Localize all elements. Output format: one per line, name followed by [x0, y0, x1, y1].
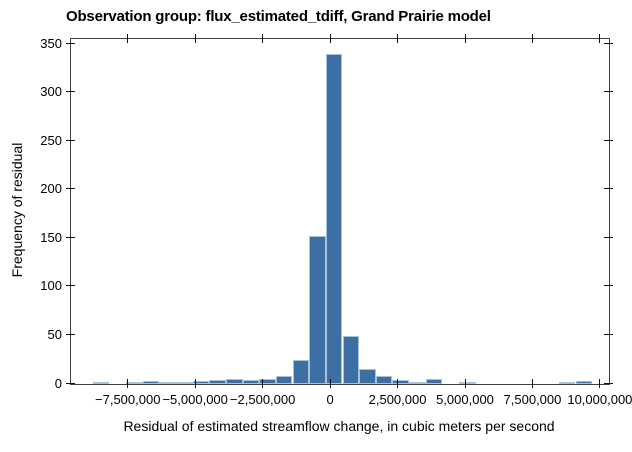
y-tick-label: 250 — [40, 132, 62, 148]
x-tick-label: 2,500,000 — [368, 392, 427, 407]
x-tick-label: −2,500,000 — [229, 392, 296, 407]
x-tick-label: −7,500,000 — [95, 392, 161, 407]
x-tick-top — [464, 33, 466, 43]
histogram-bar — [425, 379, 443, 384]
y-tick-label: 300 — [40, 84, 62, 100]
x-tick-top — [262, 33, 264, 43]
x-tick — [262, 379, 264, 389]
y-tick-label: 50 — [47, 326, 62, 342]
y-tick-right — [604, 139, 614, 141]
histogram-bar — [92, 382, 110, 384]
y-tick — [66, 188, 76, 190]
x-tick-label: 7,500,000 — [503, 392, 562, 407]
y-tick-right — [604, 188, 614, 190]
histogram-bar — [409, 382, 426, 384]
histogram-bar — [226, 379, 243, 384]
y-tick-right — [604, 91, 614, 93]
y-tick-label: 350 — [40, 35, 62, 51]
histogram-bar — [375, 376, 393, 384]
y-tick-label: 100 — [40, 278, 62, 294]
histogram-bar — [392, 380, 409, 384]
histogram-bar — [575, 381, 593, 384]
y-tick-right — [604, 334, 614, 335]
y-axis-label: Frequency of residual — [9, 142, 25, 278]
y-tick — [66, 42, 76, 44]
histogram-bar — [342, 335, 360, 384]
histogram-bar — [159, 382, 176, 384]
histogram-bar — [142, 381, 160, 384]
x-tick — [194, 379, 196, 389]
histogram-bar — [325, 54, 343, 384]
plot-area — [70, 37, 610, 385]
histogram-bar — [126, 382, 143, 384]
y-tick — [66, 285, 76, 287]
x-tick-top — [532, 33, 533, 43]
histogram-bar — [242, 380, 260, 384]
histogram-bar — [558, 382, 576, 384]
y-tick — [66, 382, 76, 384]
histogram-bar — [275, 376, 293, 384]
histogram-bar — [292, 359, 310, 384]
histogram-bar — [209, 380, 226, 384]
x-tick — [329, 379, 331, 389]
x-tick-label: 0 — [326, 392, 334, 407]
y-tick-right — [604, 382, 614, 384]
y-tick — [66, 334, 76, 335]
histogram-bar — [309, 235, 326, 384]
y-tick-label: 0 — [54, 375, 62, 391]
histogram-bar — [176, 382, 193, 384]
x-tick-top — [599, 33, 601, 43]
x-tick-top — [194, 33, 196, 43]
histogram-bar — [459, 382, 476, 384]
x-tick-top — [127, 33, 129, 43]
y-tick — [66, 91, 76, 93]
y-tick — [66, 236, 76, 238]
chart-title: Observation group: flux_estimated_tdiff,… — [66, 8, 491, 25]
x-tick — [464, 379, 466, 389]
y-tick-right — [604, 236, 614, 238]
histogram-bar — [359, 369, 376, 384]
x-tick-label: 5,000,000 — [436, 392, 494, 407]
y-tick-right — [604, 42, 614, 44]
x-tick-label: −5,000,000 — [162, 392, 228, 407]
x-tick — [599, 379, 601, 389]
x-tick — [532, 379, 533, 389]
y-tick-label: 200 — [40, 181, 62, 197]
y-tick-label: 150 — [40, 229, 62, 245]
x-tick-top — [397, 33, 398, 43]
x-tick-label: 10,000,000 — [567, 392, 632, 407]
x-tick — [127, 379, 129, 389]
x-tick-top — [329, 33, 331, 43]
x-axis-label: Residual of estimated streamflow change,… — [123, 418, 555, 434]
y-tick-right — [604, 285, 614, 287]
y-tick — [66, 139, 76, 141]
x-tick — [397, 379, 398, 389]
histogram-bar — [259, 379, 276, 384]
histogram-bar — [192, 381, 210, 384]
